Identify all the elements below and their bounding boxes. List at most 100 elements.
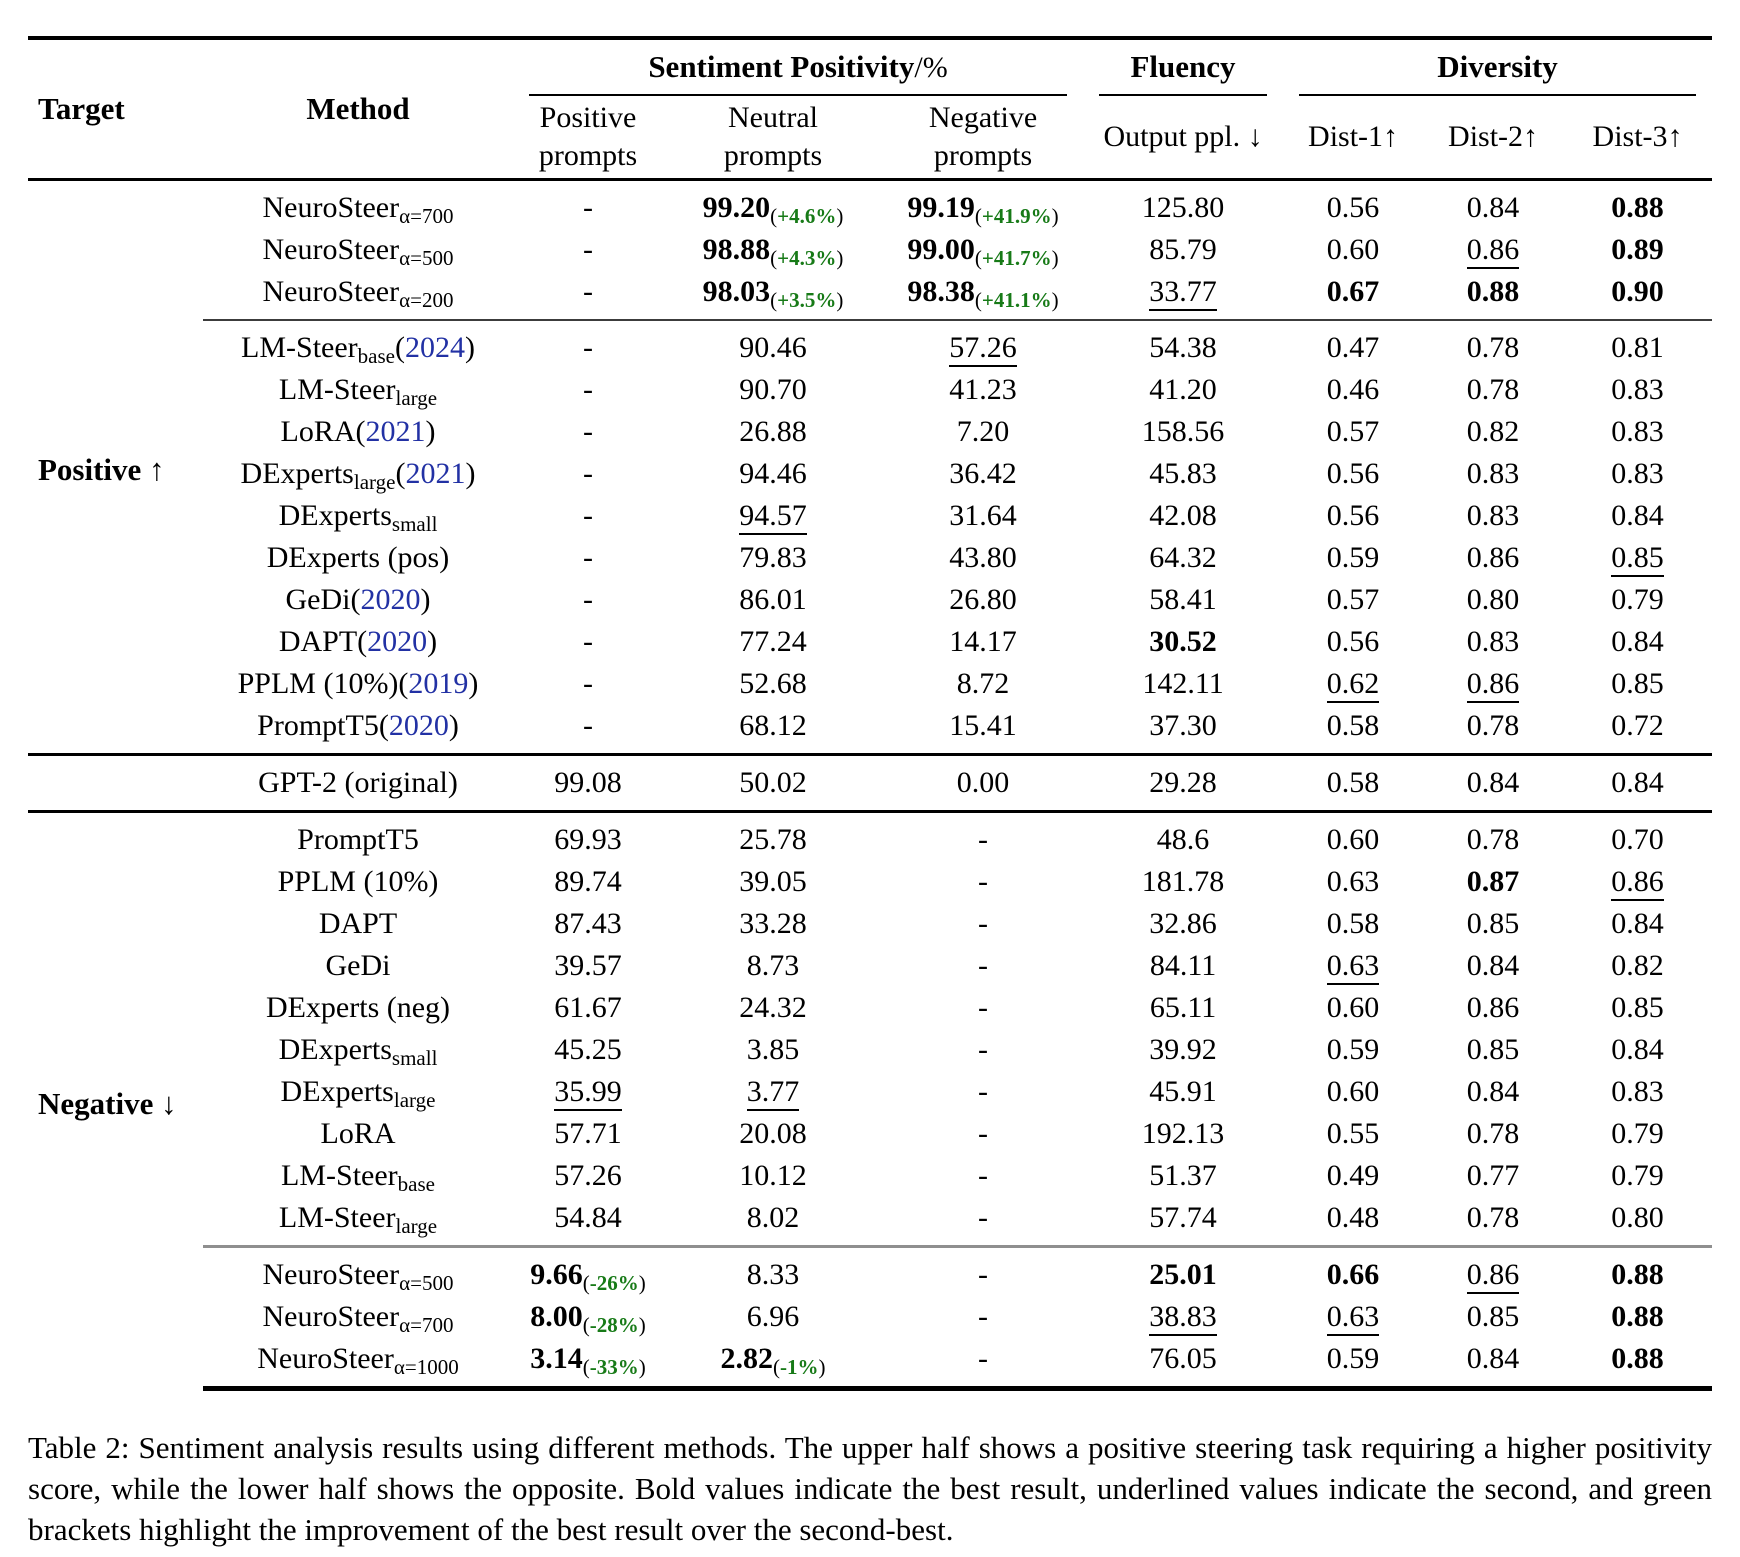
value-number: 57.26	[554, 1159, 622, 1192]
value-cell: 0.88	[1563, 180, 1712, 230]
value-cell: 98.03(+3.5%)	[663, 271, 883, 320]
value-number: 0.59	[1326, 1033, 1380, 1066]
value-cell: 99.19(+41.9%)	[883, 180, 1083, 230]
value-number: 3.14	[530, 1342, 583, 1375]
value-cell: 0.84	[1563, 621, 1712, 663]
method-name: DExperts (neg)	[265, 991, 451, 1024]
citation-link[interactable]: 2020	[367, 625, 428, 658]
value-number: 0.46	[1326, 373, 1380, 406]
value-cell: 20.08	[663, 1113, 883, 1155]
method-label: NeuroSteerα=500	[203, 1245, 513, 1296]
group-header-fluency: Fluency	[1083, 38, 1283, 96]
value-number: 0.78	[1466, 1201, 1520, 1234]
value-cell: 45.91	[1083, 1071, 1283, 1113]
method-subscript: small	[391, 512, 438, 536]
value-number: 0.86	[1466, 1258, 1520, 1294]
value-number: 181.78	[1141, 865, 1225, 898]
method-label: DExpertssmall	[203, 1029, 513, 1071]
value-cell: 41.23	[883, 369, 1083, 411]
value-number: 85.79	[1149, 233, 1217, 266]
value-cell: 52.68	[663, 663, 883, 705]
value-cell: 3.14(-33%)	[513, 1338, 663, 1391]
value-dash: -	[583, 457, 593, 490]
value-cell: 0.85	[1563, 987, 1712, 1029]
value-cell: 0.58	[1283, 753, 1424, 812]
value-number: 0.83	[1466, 499, 1520, 532]
value-cell: -	[883, 1071, 1083, 1113]
value-cell: 0.82	[1423, 411, 1563, 453]
table-row: NeuroSteerα=500 9.66(-26%) 8.33-25.01 0.66 0…	[28, 1245, 1713, 1296]
table-row: NeuroSteerα=200-98.03(+3.5%) 98.38(+41.1%…	[28, 271, 1712, 320]
value-dash: -	[978, 1342, 989, 1375]
value-cell: -	[883, 1245, 1084, 1296]
value-cell: 0.78	[1423, 319, 1564, 369]
value-number: 43.80	[949, 541, 1017, 574]
method-name: PPLM (10%)	[277, 865, 439, 898]
value-cell: 64.32	[1083, 537, 1283, 579]
value-cell: -	[883, 1197, 1083, 1247]
value-dash: -	[583, 373, 593, 406]
value-number: 0.59	[1326, 541, 1380, 574]
table-row: DExperts (pos) - 79.83 43.80 64.32 0.59 0.86 0.…	[28, 537, 1712, 579]
table-row: GPT-2 (original) 99.08 50.02 0.00 29.28 0.58 0…	[28, 753, 1713, 812]
value-dash: -	[583, 625, 593, 658]
value-cell: 0.79	[1563, 1155, 1712, 1197]
value-number: 26.88	[739, 415, 807, 448]
group-header-diversity: Diversity	[1283, 38, 1712, 96]
value-cell: 24.32	[663, 987, 883, 1029]
method-label: LM-Steerbase(2024)	[203, 319, 513, 369]
citation-link[interactable]: 2021	[405, 457, 466, 490]
citation-link[interactable]: 2024	[404, 331, 465, 364]
value-cell: -	[513, 621, 663, 663]
col-header-method: Method	[203, 38, 513, 181]
citation-link[interactable]: 2019	[408, 667, 469, 700]
value-number: 54.84	[554, 1201, 622, 1234]
value-number: 0.82	[1466, 415, 1520, 448]
value-dash: -	[978, 949, 989, 982]
value-cell: 0.83	[1563, 1071, 1712, 1113]
method-name: LM-Steer	[278, 373, 396, 406]
method-subscript: large	[395, 386, 438, 410]
method-label: NeuroSteerα=500	[203, 229, 513, 271]
table-row: DAPT(2020) - 77.24 14.17 30.52 0.56 0.83 0.84	[28, 621, 1712, 663]
value-cell: 0.88	[1423, 271, 1563, 320]
value-number: 94.46	[739, 457, 807, 490]
value-cell: 86.01	[663, 579, 883, 621]
table-row: DExpertslarge 35.99 3.77 - 45.91 0.60 0.84 0.83	[28, 1071, 1712, 1113]
value-cell: -	[883, 1029, 1083, 1071]
value-number: 7.20	[956, 415, 1010, 448]
method-name: NeuroSteer	[262, 1258, 400, 1291]
value-cell: 14.17	[883, 621, 1083, 663]
table-row: LM-Steerbase(2024) - 90.46 57.26 54.38 0.47 0.…	[28, 319, 1713, 369]
citation-link[interactable]: 2021	[365, 415, 426, 448]
value-number: 0.79	[1611, 583, 1664, 616]
value-number: 0.60	[1326, 1075, 1380, 1108]
value-cell: 90.70	[663, 369, 883, 411]
group-label: Diversity	[1437, 49, 1558, 84]
improvement-percent: +41.7%	[981, 246, 1052, 270]
value-cell: 57.71	[513, 1113, 663, 1155]
value-number: 35.99	[554, 1075, 622, 1111]
value-cell: 45.25	[513, 1029, 663, 1071]
value-dash: -	[583, 499, 593, 532]
value-number: 20.08	[739, 1117, 807, 1150]
value-number: 8.33	[746, 1258, 800, 1291]
value-number: 90.70	[739, 373, 807, 406]
value-cell: 0.86	[1423, 229, 1563, 271]
method-name: NeuroSteer	[262, 191, 400, 224]
target-label: Positive ↑	[38, 452, 165, 487]
method-subscript: base	[357, 344, 395, 368]
value-cell: -	[883, 987, 1083, 1029]
citation-link[interactable]: 2020	[360, 583, 421, 616]
value-cell: 0.85	[1563, 537, 1712, 579]
value-cell: -	[513, 369, 663, 411]
value-dash: -	[978, 1117, 989, 1150]
group-header-sentiment-positivity: Sentiment Positivity/%	[513, 38, 1083, 96]
method-subscript: large	[393, 1088, 436, 1112]
citation-link[interactable]: 2020	[388, 709, 449, 742]
improvement-annotation: (-1%)	[773, 1355, 826, 1379]
value-cell: 0.88	[1563, 1296, 1712, 1338]
value-number: 0.84	[1611, 625, 1664, 658]
col-header-target: Target	[28, 38, 203, 181]
value-cell: -	[513, 180, 663, 230]
